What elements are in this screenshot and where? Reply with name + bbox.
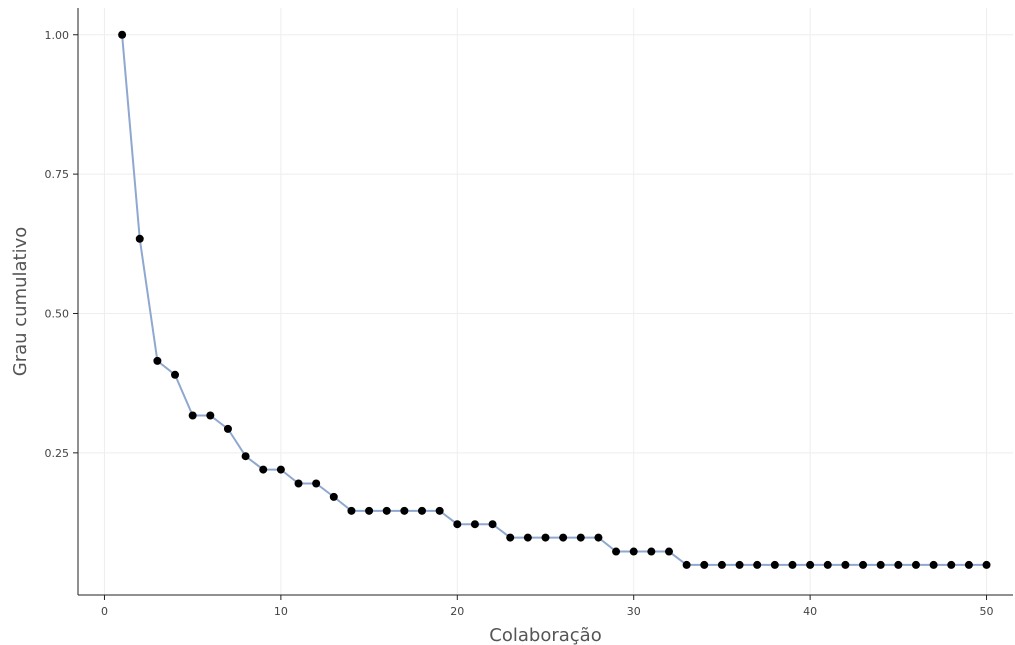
y-tick-label: 1.00: [45, 29, 70, 42]
grid-layer: [78, 8, 1013, 595]
data-point[interactable]: [806, 560, 815, 569]
data-point[interactable]: [118, 30, 127, 39]
data-point[interactable]: [859, 560, 868, 569]
data-point[interactable]: [206, 411, 215, 420]
data-point[interactable]: [294, 479, 303, 488]
series-line: [121, 34, 987, 566]
data-point[interactable]: [753, 560, 762, 569]
data-point[interactable]: [982, 560, 991, 569]
data-point[interactable]: [612, 547, 621, 556]
data-point[interactable]: [506, 533, 515, 542]
data-point[interactable]: [770, 560, 779, 569]
data-point[interactable]: [453, 520, 462, 529]
data-point[interactable]: [541, 533, 550, 542]
data-point[interactable]: [276, 465, 285, 474]
ticks-layer: 0 10 20 30 40 50 0.25 0.50 0.75 1.00: [45, 29, 994, 618]
data-point[interactable]: [241, 452, 250, 461]
data-point[interactable]: [788, 560, 797, 569]
data-point[interactable]: [647, 547, 656, 556]
x-tick-label: 20: [450, 605, 464, 618]
data-point[interactable]: [700, 560, 709, 569]
data-point[interactable]: [523, 533, 532, 542]
data-point[interactable]: [135, 234, 144, 243]
data-point[interactable]: [259, 465, 268, 474]
data-point[interactable]: [470, 520, 479, 529]
data-point[interactable]: [365, 506, 374, 515]
data-point[interactable]: [559, 533, 568, 542]
data-point[interactable]: [594, 533, 603, 542]
data-point[interactable]: [347, 506, 356, 515]
x-tick-label: 30: [627, 605, 641, 618]
y-tick-label: 0.75: [45, 168, 70, 181]
data-point[interactable]: [171, 370, 180, 379]
data-point[interactable]: [929, 560, 938, 569]
data-point[interactable]: [629, 547, 638, 556]
y-tick-label: 0.25: [45, 447, 70, 460]
data-point[interactable]: [947, 560, 956, 569]
data-point[interactable]: [823, 560, 832, 569]
data-point[interactable]: [894, 560, 903, 569]
data-point[interactable]: [329, 492, 338, 501]
data-point[interactable]: [876, 560, 885, 569]
data-point[interactable]: [382, 506, 391, 515]
data-point[interactable]: [682, 560, 691, 569]
data-point[interactable]: [223, 424, 232, 433]
data-point[interactable]: [312, 479, 321, 488]
data-point[interactable]: [488, 520, 497, 529]
x-axis-title: Colaboração: [489, 625, 601, 645]
x-tick-label: 10: [274, 605, 288, 618]
data-point[interactable]: [576, 533, 585, 542]
data-point[interactable]: [911, 560, 920, 569]
data-point[interactable]: [418, 506, 427, 515]
data-point[interactable]: [964, 560, 973, 569]
data-point[interactable]: [735, 560, 744, 569]
data-point[interactable]: [664, 547, 673, 556]
x-tick-label: 50: [980, 605, 994, 618]
x-tick-label: 0: [101, 605, 108, 618]
series-layer: [118, 30, 991, 569]
data-point[interactable]: [188, 411, 197, 420]
data-point[interactable]: [435, 506, 444, 515]
x-tick-label: 40: [803, 605, 817, 618]
data-point[interactable]: [400, 506, 409, 515]
axes-layer: [77, 8, 1013, 596]
data-point[interactable]: [841, 560, 850, 569]
y-tick-label: 0.50: [45, 307, 70, 320]
data-point[interactable]: [153, 356, 162, 365]
y-axis-title: Grau cumulativo: [10, 227, 31, 377]
data-point[interactable]: [717, 560, 726, 569]
